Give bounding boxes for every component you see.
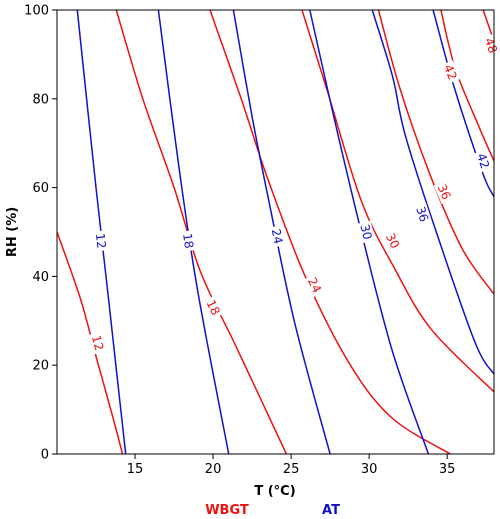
contour-label-background: [88, 331, 107, 355]
at-label-24: 24: [268, 225, 287, 248]
contour-label-text: 12: [93, 233, 109, 250]
x-tick-label: 20: [205, 462, 222, 477]
contour-label-text: 42: [474, 152, 492, 171]
y-tick-label: 20: [32, 359, 49, 374]
at-contour-24: [232, 10, 331, 454]
y-tick-label: 60: [32, 181, 49, 196]
wbgt-contour-12: [57, 231, 124, 454]
at-label-30: 30: [356, 220, 376, 244]
contour-label-background: [92, 230, 109, 252]
x-axis-ticks: 15 20 25 30 35: [127, 454, 456, 477]
legend-wbgt: WBGT: [205, 503, 249, 518]
wbgt-label-36: 36: [433, 180, 455, 204]
y-axis-label: RH (%): [5, 207, 20, 257]
contour-label-background: [440, 60, 461, 85]
y-tick-label: 0: [41, 448, 49, 463]
at-contour-42: [432, 10, 494, 197]
contour-label-background: [303, 273, 326, 298]
y-tick-label: 40: [32, 270, 49, 285]
contour-labels: 12 18 24 30 36 42 48 12 18 24 30 36 42: [88, 33, 500, 355]
at-label-42: 42: [473, 149, 493, 173]
contour-label-text: 42: [441, 62, 460, 81]
contour-label-text: 18: [180, 232, 196, 249]
contour-label-text: 24: [305, 275, 324, 295]
contour-label-background: [202, 295, 224, 320]
y-tick-label: 100: [24, 4, 49, 19]
x-tick-label: 35: [439, 462, 456, 477]
legend-at: AT: [322, 503, 340, 518]
y-axis-ticks: 0 20 40 60 80 100: [24, 4, 57, 463]
contour-label-background: [356, 220, 376, 244]
wbgt-contour-24: [209, 10, 451, 454]
wbgt-contour-42: [440, 10, 494, 162]
at-contour-18: [157, 10, 230, 454]
wbgt-label-48: 48: [480, 33, 500, 58]
x-tick-label: 30: [361, 462, 378, 477]
at-contour-36: [371, 10, 494, 375]
contour-label-background: [381, 228, 404, 253]
at-label-36: 36: [412, 202, 432, 226]
contour-label-text: 36: [413, 205, 431, 224]
contour-label-background: [480, 33, 500, 58]
wbgt-label-12: 12: [88, 331, 107, 355]
contour-label-text: 48: [482, 36, 500, 55]
at-label-12: 12: [92, 230, 109, 252]
contour-label-text: 30: [383, 231, 402, 251]
wbgt-label-42: 42: [440, 60, 461, 85]
contour-label-background: [268, 225, 287, 248]
x-tick-label: 15: [127, 462, 144, 477]
contour-label-background: [179, 229, 197, 252]
wbgt-label-30: 30: [381, 228, 404, 253]
wbgt-contour-18: [115, 10, 288, 454]
contour-label-text: 30: [357, 223, 374, 241]
x-tick-label: 25: [283, 462, 300, 477]
plot-frame: [56, 9, 495, 455]
y-tick-label: 80: [32, 92, 49, 107]
contour-label-background: [473, 149, 493, 173]
wbgt-label-18: 18: [202, 295, 224, 320]
contour-label-background: [412, 202, 432, 226]
contour-label-text: 24: [269, 227, 286, 245]
contour-label-text: 36: [435, 182, 454, 202]
contour-label-text: 18: [203, 298, 222, 318]
at-label-18: 18: [179, 229, 197, 252]
contour-label-text: 12: [89, 334, 106, 352]
wbgt-label-24: 24: [303, 273, 326, 298]
wbgt-contour-30: [301, 10, 494, 393]
wbgt-contour-36: [377, 10, 494, 295]
x-axis-label: T (°C): [254, 484, 295, 499]
contour-label-background: [433, 180, 455, 204]
contour-lines: [57, 10, 494, 454]
